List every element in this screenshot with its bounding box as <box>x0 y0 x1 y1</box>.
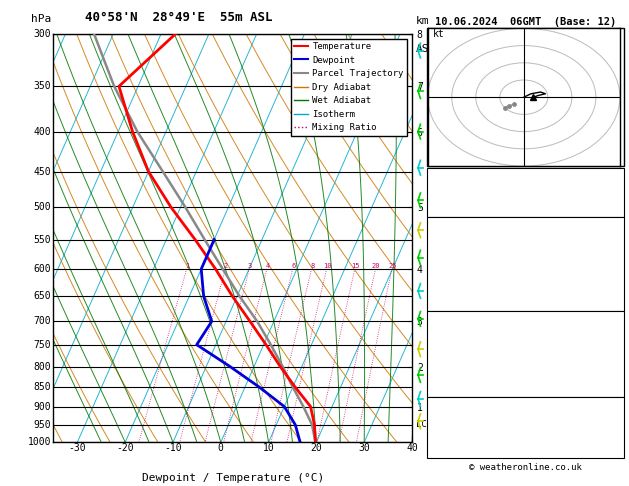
Text: -7: -7 <box>606 169 618 179</box>
Text: 350: 350 <box>33 81 51 91</box>
Text: 700: 700 <box>33 316 51 326</box>
Text: 850: 850 <box>33 382 51 392</box>
Point <box>504 102 515 110</box>
Text: 750: 750 <box>33 340 51 350</box>
Text: 3: 3 <box>612 268 618 278</box>
Text: 800: 800 <box>33 362 51 372</box>
Text: Pressure (mb): Pressure (mb) <box>433 322 509 332</box>
Text: 2: 2 <box>224 263 228 269</box>
Text: -20: -20 <box>116 443 134 453</box>
Text: 600: 600 <box>33 264 51 274</box>
Text: 3: 3 <box>248 263 252 269</box>
Text: LCL: LCL <box>416 420 431 429</box>
Point <box>499 104 509 111</box>
Text: 4: 4 <box>265 263 270 269</box>
Text: PW (cm): PW (cm) <box>433 198 474 208</box>
Text: Surface: Surface <box>504 218 546 228</box>
Text: 0: 0 <box>612 295 618 305</box>
Text: 950: 950 <box>33 420 51 430</box>
Text: -10: -10 <box>164 443 182 453</box>
FancyBboxPatch shape <box>426 311 624 397</box>
Text: Temp (°C): Temp (°C) <box>433 229 486 239</box>
Text: 28: 28 <box>606 184 618 194</box>
Text: 8: 8 <box>310 263 314 269</box>
Text: 10.06.2024  06GMT  (Base: 12): 10.06.2024 06GMT (Base: 12) <box>435 17 616 27</box>
Text: CAPE (J): CAPE (J) <box>433 365 480 375</box>
Text: 1004: 1004 <box>594 322 618 332</box>
Text: 30: 30 <box>359 443 370 453</box>
FancyBboxPatch shape <box>426 217 624 311</box>
Text: ASL: ASL <box>416 44 436 54</box>
Text: 300: 300 <box>33 29 51 39</box>
Text: 10: 10 <box>323 263 331 269</box>
Text: hPa: hPa <box>31 14 51 24</box>
Text: 3: 3 <box>612 351 618 361</box>
Text: 19.8: 19.8 <box>594 229 618 239</box>
Text: 1.39: 1.39 <box>594 198 618 208</box>
Text: 5: 5 <box>612 407 618 417</box>
FancyBboxPatch shape <box>426 397 624 458</box>
Text: 6: 6 <box>291 263 296 269</box>
Text: kt: kt <box>433 29 444 39</box>
Text: CIN (J): CIN (J) <box>433 295 474 305</box>
Text: 8: 8 <box>612 419 618 429</box>
Text: 550: 550 <box>33 235 51 244</box>
Text: 40°58'N  28°49'E  55m ASL: 40°58'N 28°49'E 55m ASL <box>85 11 273 24</box>
Text: 1000: 1000 <box>28 437 51 447</box>
Text: 25: 25 <box>388 263 397 269</box>
Text: Totals Totals: Totals Totals <box>433 184 509 194</box>
Text: StmSpd (kt): StmSpd (kt) <box>433 442 498 452</box>
Text: Lifted Index: Lifted Index <box>433 351 503 361</box>
Text: K: K <box>433 169 438 179</box>
Text: -30: -30 <box>69 443 86 453</box>
Text: © weatheronline.co.uk: © weatheronline.co.uk <box>469 463 582 471</box>
Text: 8: 8 <box>612 442 618 452</box>
Text: 20: 20 <box>311 443 322 453</box>
Legend: Temperature, Dewpoint, Parcel Trajectory, Dry Adiabat, Wet Adiabat, Isotherm, Mi: Temperature, Dewpoint, Parcel Trajectory… <box>291 38 408 136</box>
Text: 650: 650 <box>33 291 51 301</box>
Text: 58°: 58° <box>600 431 618 441</box>
Text: Mixing Ratio (g/kg): Mixing Ratio (g/kg) <box>459 182 469 294</box>
Text: SREH: SREH <box>433 419 456 429</box>
Text: km: km <box>416 16 429 26</box>
Text: 40: 40 <box>406 443 418 453</box>
Text: Lifted Index: Lifted Index <box>433 268 503 278</box>
Text: θᴉ (K): θᴉ (K) <box>433 336 468 347</box>
FancyBboxPatch shape <box>426 168 624 217</box>
Text: 500: 500 <box>33 202 51 212</box>
Text: 0: 0 <box>218 443 224 453</box>
Text: 10: 10 <box>263 443 274 453</box>
Text: 0: 0 <box>612 380 618 390</box>
Text: CAPE (J): CAPE (J) <box>433 281 480 292</box>
Text: StmDir: StmDir <box>433 431 468 441</box>
Text: 326: 326 <box>600 336 618 347</box>
Text: 1: 1 <box>186 263 189 269</box>
Text: 15: 15 <box>351 263 360 269</box>
Point <box>509 100 519 108</box>
Text: Most Unstable: Most Unstable <box>487 312 564 322</box>
Text: Dewp (°C): Dewp (°C) <box>433 242 486 252</box>
Text: 0: 0 <box>612 365 618 375</box>
Text: Dewpoint / Temperature (°C): Dewpoint / Temperature (°C) <box>142 473 324 483</box>
Text: 400: 400 <box>33 126 51 137</box>
Text: 0: 0 <box>612 281 618 292</box>
FancyBboxPatch shape <box>426 28 624 166</box>
Text: CIN (J): CIN (J) <box>433 380 474 390</box>
Text: 900: 900 <box>33 401 51 412</box>
Text: 16.6: 16.6 <box>594 242 618 252</box>
Text: 326: 326 <box>600 255 618 265</box>
Text: EH: EH <box>433 407 444 417</box>
Text: 20: 20 <box>372 263 381 269</box>
Text: 450: 450 <box>33 167 51 176</box>
Text: Hodograph: Hodograph <box>499 398 552 408</box>
Text: θᴉ(K): θᴉ(K) <box>433 255 462 265</box>
